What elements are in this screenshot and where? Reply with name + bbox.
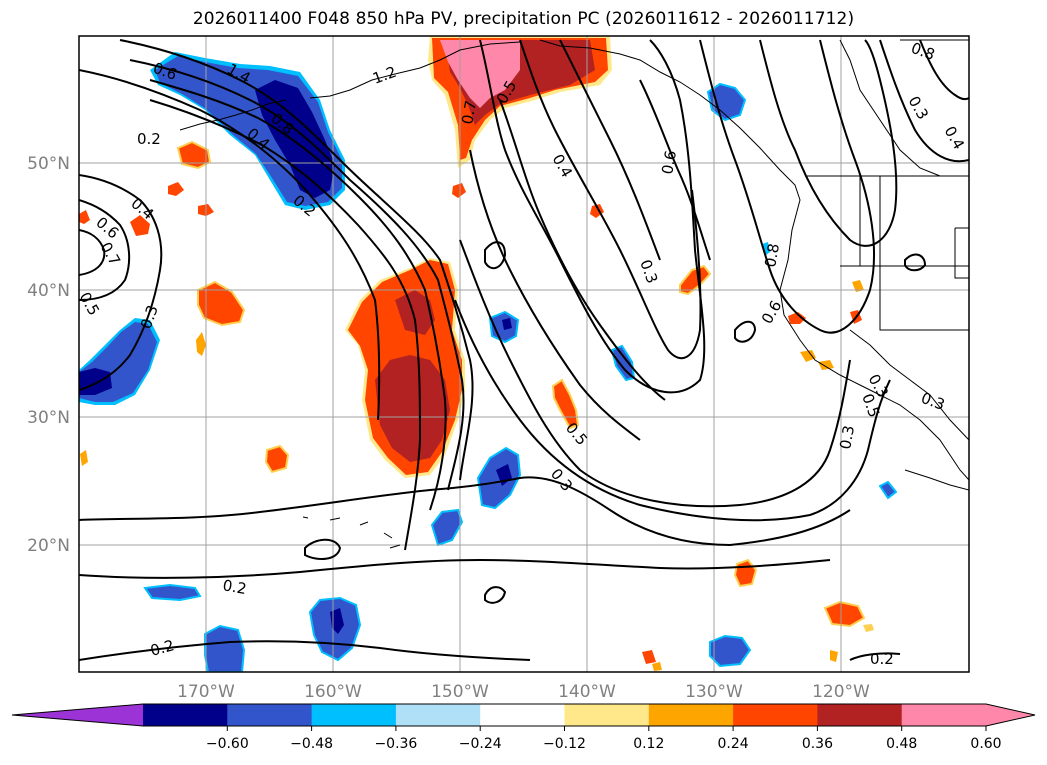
colorbar-extend-low <box>12 704 143 726</box>
colorbar-tick-label: 0.12 <box>633 736 664 752</box>
colorbar-segment <box>227 704 313 726</box>
colorbar-outline <box>11 703 1036 727</box>
coastlines <box>179 39 969 549</box>
lat-label-20n: 20°N <box>27 536 70 556</box>
map-area <box>79 36 969 672</box>
lon-label-130w: 130°W <box>685 682 743 702</box>
positive-precip-shading <box>79 36 874 671</box>
contour-label: 0.7 <box>458 99 480 126</box>
colorbar-tick-label: −0.60 <box>206 736 249 752</box>
lon-label-150w: 150°W <box>431 682 489 702</box>
negative-precip-shading <box>79 52 898 672</box>
colorbar: −0.60 −0.48 −0.36 −0.24 −0.12 0.12 0.24 0.36 0.4… <box>11 703 1036 752</box>
colorbar-segment <box>395 704 481 726</box>
lon-label-120w: 120°W <box>812 682 870 702</box>
contour-label: 0.2 <box>148 636 176 660</box>
map-title: 2026011400 F048 850 hPa PV, precipitatio… <box>192 9 855 29</box>
colorbar-tick-label: 0.36 <box>802 736 833 752</box>
colorbar-tick-label: −0.36 <box>374 736 417 752</box>
colorbar-tick-label: −0.24 <box>459 736 502 752</box>
colorbar-tick-label: 0.24 <box>718 736 749 752</box>
colorbar-segment <box>311 704 397 726</box>
colorbar-segment <box>901 704 987 726</box>
lat-lon-grid <box>79 36 969 672</box>
colorbar-tick-label: 0.48 <box>886 736 917 752</box>
pv-contours <box>79 39 969 661</box>
contour-label: 0.2 <box>221 576 248 598</box>
contour-label: 0.2 <box>137 130 161 148</box>
contour-label: 0.6 <box>658 149 680 176</box>
lat-label-50n: 50°N <box>27 154 70 174</box>
lat-label-30n: 30°N <box>27 408 70 428</box>
contour-label: 0.8 <box>761 242 783 269</box>
colorbar-tick-label: −0.12 <box>543 736 586 752</box>
colorbar-segment <box>648 704 734 726</box>
colorbar-extend-high <box>986 704 1035 726</box>
colorbar-tick-label: 0.60 <box>970 736 1001 752</box>
colorbar-segment <box>817 704 903 726</box>
colorbar-segment <box>733 704 818 726</box>
lat-label-40n: 40°N <box>27 281 70 301</box>
lon-label-160w: 160°W <box>304 682 362 702</box>
colorbar-tick-label: −0.48 <box>290 736 333 752</box>
map-frame <box>78 35 970 673</box>
longitude-labels: 170°W 160°W 150°W 140°W 130°W 120°W <box>177 682 870 702</box>
colorbar-segment <box>564 704 650 726</box>
contour-label: 0.3 <box>836 424 858 451</box>
colorbar-segment <box>480 704 565 726</box>
lon-label-170w: 170°W <box>177 682 235 702</box>
contour-label: 0.2 <box>870 650 894 668</box>
lon-label-140w: 140°W <box>558 682 616 702</box>
colorbar-segment <box>143 704 228 726</box>
latitude-labels: 50°N 40°N 30°N 20°N <box>27 154 70 556</box>
